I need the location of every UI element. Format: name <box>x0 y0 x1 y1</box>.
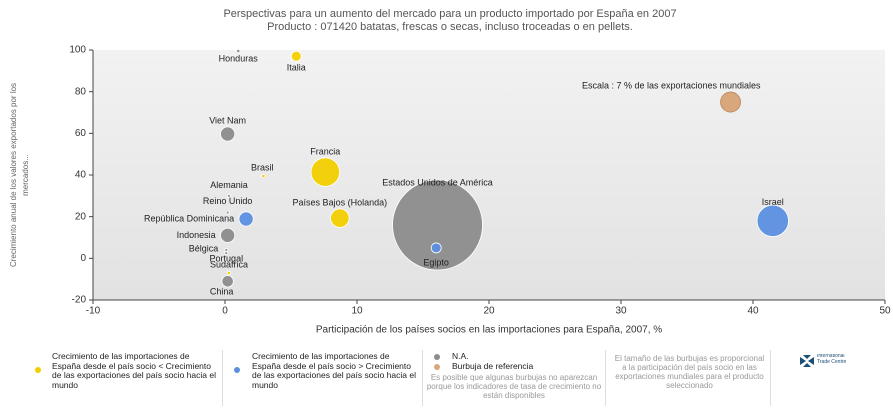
y-tick-label: 80 <box>75 86 87 97</box>
bubble <box>236 48 241 54</box>
x-tick-label: 20 <box>483 306 495 317</box>
bubble-label: Bélgica <box>189 243 219 253</box>
bubble <box>290 50 302 62</box>
bubble <box>226 270 232 276</box>
legend-entry: Crecimiento de las importaciones de Espa… <box>52 351 216 390</box>
legend-swatch <box>434 364 440 370</box>
bubble <box>220 126 236 142</box>
bubble <box>261 173 266 179</box>
bubble-label: Francia <box>310 146 340 156</box>
bubble-label: Honduras <box>219 53 259 63</box>
x-tick-label: 0 <box>222 306 228 317</box>
divider <box>605 350 606 406</box>
bubble <box>330 208 350 228</box>
legend-entry: N.A. <box>452 351 469 361</box>
bubble-label: China <box>210 287 234 297</box>
y-tick-label: 60 <box>75 128 87 139</box>
y-tick-label: 20 <box>75 211 87 222</box>
y-tick-label: 100 <box>69 45 86 56</box>
bubble-label: Italia <box>287 63 306 73</box>
x-tick-label: 40 <box>747 306 759 317</box>
chart-subtitle: Producto : 071420 batatas, frescas o sec… <box>267 21 633 33</box>
bubble <box>221 275 234 288</box>
bubble <box>238 211 254 227</box>
x-tick-label: -10 <box>86 306 101 317</box>
x-tick-label: 30 <box>615 306 627 317</box>
y-tick-label: 40 <box>75 170 87 181</box>
bubble <box>224 248 229 252</box>
divider <box>222 350 223 406</box>
legend-entry: Burbuja de referencia <box>452 361 534 371</box>
x-tick-label: 50 <box>879 306 891 317</box>
bubble <box>430 242 442 254</box>
x-axis-label: Participación de los países socios en la… <box>316 325 662 336</box>
bubble <box>310 157 341 187</box>
bubble-label: Países Bajos (Holanda) <box>293 198 388 208</box>
reference-bubble <box>720 91 741 113</box>
bubble <box>220 227 236 243</box>
legend-swatch <box>234 367 240 373</box>
legend-entry: Crecimiento de las importaciones de Espa… <box>252 351 416 390</box>
bubble-label: Viet Nam <box>209 115 246 125</box>
legend-swatch <box>35 367 41 373</box>
bubble-label: Indonesia <box>177 230 216 240</box>
bubble-label: Egipto <box>423 257 449 267</box>
bubble-label: Brasil <box>251 162 274 172</box>
legend-swatch <box>434 354 440 360</box>
y-tick-label: 0 <box>80 253 86 264</box>
y-axis-label: mercados... <box>21 154 30 196</box>
bubble-label: Reino Unido <box>203 196 253 206</box>
bubble <box>756 204 789 237</box>
bubble-label: Estados Unidos de América <box>382 177 493 187</box>
divider <box>422 350 423 406</box>
note: Es posible que algunas burbujas no apare… <box>426 373 602 400</box>
bubble <box>224 251 229 256</box>
x-tick-label: 10 <box>351 306 363 317</box>
bubble-label: Israel <box>762 197 784 207</box>
bubble-label: Alemania <box>210 180 248 190</box>
plot-area <box>93 50 885 300</box>
bubble <box>227 193 231 198</box>
y-tick-label: -20 <box>72 295 87 306</box>
note: El tamaño de las burbujas es proporciona… <box>614 354 765 390</box>
bubble <box>392 179 483 271</box>
divider <box>770 350 771 406</box>
bubble-label: Sudafrica <box>210 259 248 269</box>
bubble-label: Portugal <box>210 254 244 264</box>
y-axis-label: Crecimiento anual de los valores exporta… <box>9 83 18 267</box>
bubble <box>225 210 230 215</box>
chart-title: Perspectivas para un aumento del mercado… <box>223 8 676 20</box>
bubble-label: República Dominicana <box>144 213 234 223</box>
reference-label: Escala : 7 % de las exportaciones mundia… <box>582 80 761 90</box>
